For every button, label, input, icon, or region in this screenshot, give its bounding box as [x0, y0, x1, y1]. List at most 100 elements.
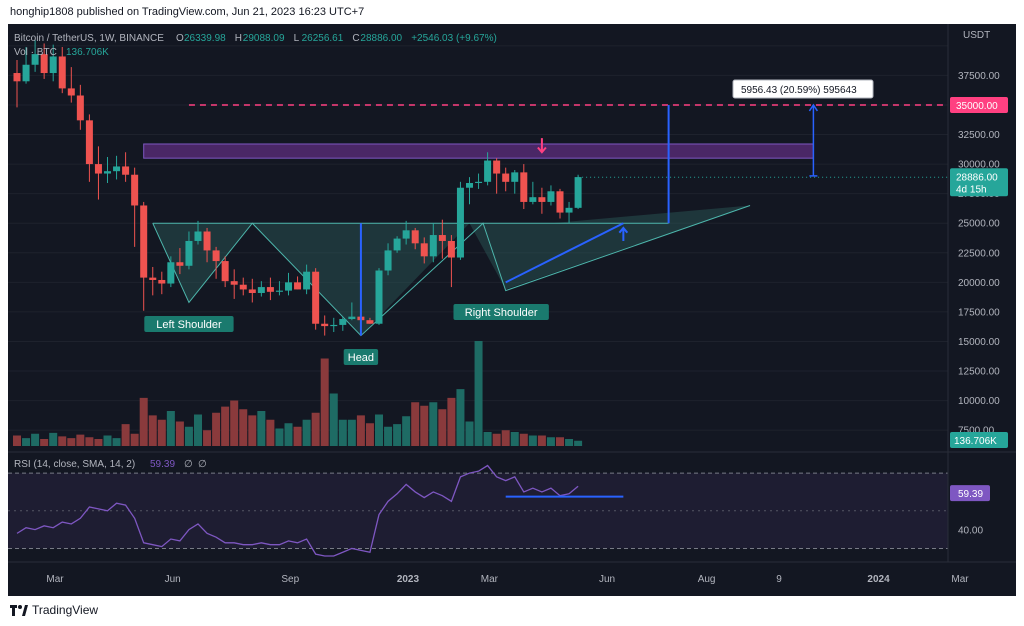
ohlc-key: C	[352, 33, 359, 44]
volume-bar	[338, 419, 347, 446]
volume-bar	[22, 438, 31, 446]
volume-bar	[40, 439, 49, 446]
candle-body	[167, 262, 175, 284]
volume-bar	[221, 406, 230, 446]
time-tick-label: Aug	[698, 574, 716, 585]
hs-pattern-fill	[152, 205, 751, 336]
volume-bar	[94, 439, 103, 446]
candle-body	[239, 284, 247, 290]
volume-bar	[85, 437, 94, 446]
volume-bar	[157, 419, 166, 446]
candle-body	[203, 231, 211, 251]
ohlc-change: +2546.03 (+9.67%)	[411, 33, 497, 44]
candle-body	[13, 73, 21, 82]
candle-body	[194, 231, 202, 241]
tradingview-logo-icon	[10, 604, 28, 616]
volume-bar	[402, 416, 411, 446]
tradingview-brand[interactable]: TradingView	[10, 603, 98, 617]
candle-body	[475, 181, 483, 184]
candle-body	[285, 282, 292, 291]
candle-body	[420, 243, 428, 257]
candle-body	[456, 187, 464, 258]
volume-bar	[130, 433, 139, 446]
volume-bar	[311, 412, 320, 446]
volume-bar	[492, 433, 501, 446]
time-tick-label: Mar	[481, 574, 499, 585]
price-tick-label: 7500.00	[958, 426, 995, 437]
measure-label-bg	[732, 79, 874, 99]
volume-tag-bg	[950, 432, 1008, 448]
candle-body	[411, 230, 419, 244]
rsi-line	[16, 464, 579, 557]
resistance-zone	[143, 143, 814, 159]
ohlc-key: L	[294, 33, 300, 44]
candle-body	[330, 324, 338, 327]
volume-bar	[483, 432, 492, 446]
candle-body	[321, 323, 329, 327]
price-tick-label: 12500.00	[958, 367, 1000, 378]
candle-body	[67, 88, 75, 96]
candle-body	[438, 235, 446, 241]
volume-bar	[275, 428, 284, 446]
volume-bar	[347, 419, 356, 446]
candle-body	[303, 271, 311, 290]
time-tick-label: 9	[776, 574, 782, 585]
measure-label: 5956.43 (20.59%) 595643	[741, 85, 857, 96]
volume-bar	[556, 437, 564, 446]
countdown-tag: 4d 15h	[956, 184, 987, 195]
candle-body	[185, 240, 193, 266]
time-tick-label: Mar	[951, 574, 969, 585]
candle-body	[266, 287, 274, 292]
measure-arrow-icon	[808, 103, 819, 112]
left-shoulder-label-text: Left Shoulder	[156, 319, 222, 331]
volume-bar	[438, 409, 447, 446]
volume-bar	[166, 411, 175, 446]
candle-body	[574, 177, 582, 208]
price-chart[interactable]: 5956.43 (20.59%) 595643 Left Shoulder Head…	[8, 24, 1016, 596]
candle-body	[538, 197, 546, 202]
rsi-value-tag: 59.39	[958, 489, 983, 500]
candle-body	[348, 316, 356, 320]
ohlc-value: 29088.09	[243, 33, 285, 44]
candle-body	[248, 289, 256, 293]
rsi-legend: RSI (14, close, SMA, 14, 2) 59.39 ∅ ∅	[14, 459, 207, 470]
candle-body	[104, 171, 111, 174]
volume-bar	[393, 424, 402, 446]
volume-bar	[103, 435, 112, 446]
time-tick-label: Sep	[281, 574, 299, 585]
volume-bar	[528, 435, 537, 446]
brand-label: TradingView	[32, 603, 99, 617]
rsi-ma-value: ∅	[184, 459, 193, 470]
volume-bar	[574, 440, 583, 446]
candle-body	[158, 279, 166, 284]
down-arrow-icon	[537, 138, 547, 154]
volume-bar	[248, 415, 257, 446]
right-shoulder-label-bg	[453, 304, 549, 320]
up-arrow-icon	[618, 226, 629, 241]
volume-bar	[537, 435, 546, 446]
volume-bar	[284, 423, 293, 446]
ascending-trendline	[505, 222, 624, 284]
volume-bar	[49, 432, 58, 446]
ohlc-value: 26256.61	[302, 33, 344, 44]
price-tick-label: 10000.00	[958, 396, 1000, 407]
candle-body	[122, 166, 130, 175]
volume-bar	[184, 426, 193, 446]
time-tick-label: Jun	[599, 574, 615, 585]
candle-body	[212, 250, 220, 262]
volume-bar	[212, 412, 221, 446]
price-tick-label: 22500.00	[958, 248, 1000, 259]
rsi-value-tag-bg	[950, 485, 990, 502]
candle-body	[429, 235, 437, 257]
candle-body	[294, 282, 302, 290]
ohlc-value: 26339.98	[184, 33, 226, 44]
volume-bar	[31, 433, 40, 446]
left-shoulder-label: Left Shoulder	[144, 316, 234, 332]
candle-body	[366, 320, 374, 324]
ohlc-key: O	[176, 33, 184, 44]
price-tick-label: 25000.00	[958, 219, 1000, 230]
volume-bar	[356, 415, 365, 446]
volume-bar	[230, 400, 239, 446]
candle-body	[493, 160, 501, 174]
time-tick-label: 2023	[397, 574, 420, 585]
